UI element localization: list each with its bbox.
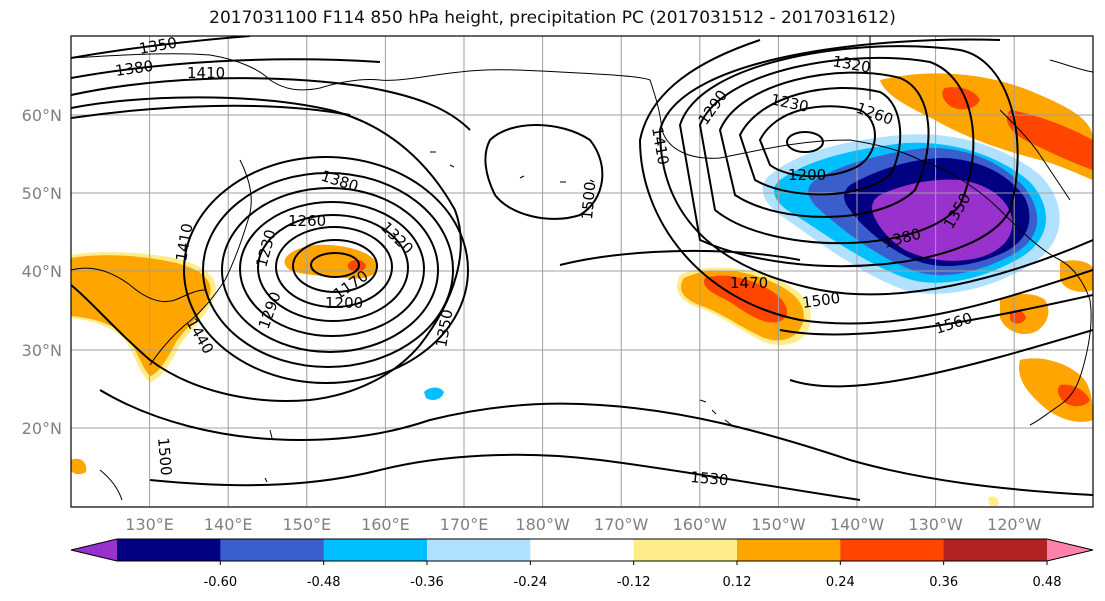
- colorbar-extend-max: [1047, 539, 1093, 561]
- colorbar-tick-label: -0.12: [617, 575, 651, 590]
- graticule: [71, 36, 1093, 507]
- contour-label: 1500: [154, 437, 175, 477]
- contour-label: 1500: [801, 289, 841, 312]
- colorbar-tick-label: 0.12: [723, 575, 752, 590]
- colorbar-extend-min: [71, 539, 117, 561]
- pos-anomaly-east-asia-orange: [71, 255, 211, 376]
- contour-label: 1200: [788, 166, 826, 184]
- colorbar-tick-label: 0.36: [929, 575, 958, 590]
- colorbar-tick-label: -0.24: [514, 575, 548, 590]
- colorbar-tick-label: -0.48: [307, 575, 341, 590]
- lat-label-20n: 20°N: [22, 419, 62, 438]
- lat-label-30n: 30°N: [22, 341, 62, 360]
- lon-label: 130°E: [125, 515, 174, 534]
- colorbar-cell: [323, 539, 428, 561]
- lon-label: 130°W: [908, 515, 963, 534]
- contour-label: 1260: [288, 212, 326, 230]
- lon-label: 160°W: [673, 515, 728, 534]
- contour-label: 1380: [114, 57, 154, 80]
- pos-anomaly-small-s: [71, 458, 87, 475]
- latitude-labels: 60°N 50°N 40°N 30°N 20°N: [22, 106, 62, 438]
- contour-label: 1410: [187, 64, 225, 82]
- lon-label: 180°W: [515, 515, 570, 534]
- pos-anomaly-small-se: [988, 496, 999, 506]
- colorbar-outline: [70, 538, 1094, 562]
- colorbar-cell: [943, 539, 1048, 561]
- colorbar-cell: [220, 539, 325, 561]
- lat-label-60n: 60°N: [22, 106, 62, 125]
- longitude-labels: 130°E 140°E 150°E 160°E 170°E 180°W 170°…: [125, 515, 1041, 534]
- pos-anomaly-canada: [880, 73, 1093, 180]
- colorbar-tick-label: 0.24: [826, 575, 855, 590]
- pos-anomaly-canada-red2: [942, 87, 980, 110]
- contour-label: 1500: [578, 181, 599, 221]
- colorbar: -0.60 -0.48 -0.36 -0.24 -0.12 0.12 0.24 0.36 0.4…: [70, 538, 1094, 590]
- lon-label: 170°E: [440, 515, 489, 534]
- lon-label: 170°W: [594, 515, 649, 534]
- colorbar-cell: [633, 539, 738, 561]
- lat-label-50n: 50°N: [22, 184, 62, 203]
- contour-label: 1200: [325, 294, 363, 312]
- lat-label-40n: 40°N: [22, 262, 62, 281]
- lon-label: 150°W: [751, 515, 806, 534]
- colorbar-tick-label: -0.60: [204, 575, 238, 590]
- colorbar-cell: [737, 539, 841, 561]
- colorbar-cells: [71, 539, 1093, 561]
- lon-label: 140°W: [830, 515, 885, 534]
- pos-anomaly-canada-red: [1006, 110, 1093, 170]
- lon-label: 150°E: [282, 515, 331, 534]
- neg-anomaly-small: [424, 387, 444, 400]
- colorbar-tick-label: 0.48: [1033, 575, 1062, 590]
- colorbar-tick-label: -0.36: [410, 575, 444, 590]
- colorbar-ticks: -0.60 -0.48 -0.36 -0.24 -0.12 0.12 0.24 0.36 0.4…: [204, 561, 1062, 590]
- height-contours: [71, 36, 1093, 501]
- contour-label: 1470: [730, 274, 768, 292]
- lon-label: 120°W: [987, 515, 1042, 534]
- colorbar-cell: [117, 539, 221, 561]
- lon-label: 140°E: [204, 515, 253, 534]
- contour-labels: 1350 1380 1410 1380 1260 1320 1230 1290 …: [114, 34, 975, 490]
- contour-label: 1530: [690, 468, 730, 489]
- lon-label: 160°E: [361, 515, 410, 534]
- colorbar-cell: [530, 539, 635, 561]
- colorbar-cell: [840, 539, 945, 561]
- map-frame: [70, 35, 1094, 508]
- colorbar-cell: [427, 539, 531, 561]
- pos-anomaly-nw-low-red: [347, 259, 366, 273]
- map-title: 2017031100 F114 850 hPa height, precipit…: [209, 8, 896, 28]
